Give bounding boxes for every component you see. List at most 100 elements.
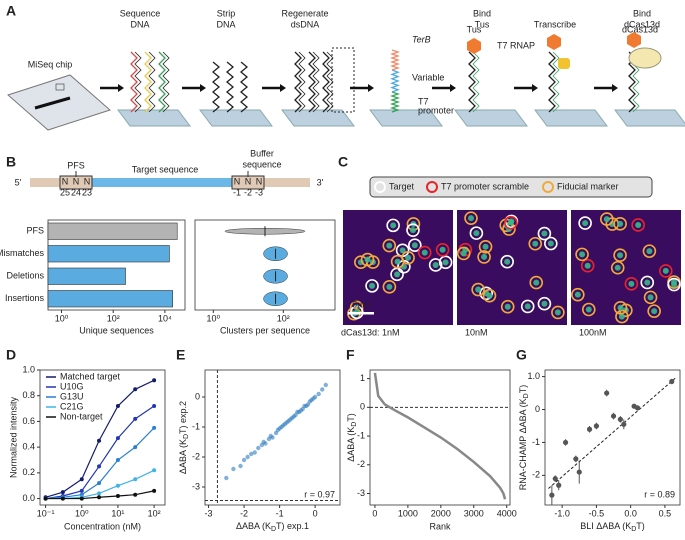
n-base: N	[62, 176, 69, 186]
n-base: N	[234, 176, 241, 186]
x-axis-label: Concentration (nM)	[64, 521, 141, 531]
step-label: dCas13d	[624, 19, 660, 29]
y-axis-label: ΔABA (KDT)	[346, 413, 357, 462]
dna-strand	[162, 51, 170, 113]
condition-label: dCas13d: 1nM	[341, 327, 400, 337]
marker-circle	[580, 258, 595, 273]
bar	[47, 245, 170, 263]
point	[238, 463, 243, 469]
y-tick-label: -1	[192, 421, 200, 431]
point	[133, 477, 138, 482]
label-part: D	[523, 393, 530, 398]
arrow-head	[450, 84, 456, 92]
spot	[582, 220, 589, 227]
label-part: T)	[346, 413, 356, 422]
x-tick-label: 0.5	[659, 508, 672, 518]
y-tick-label: 0.8	[22, 390, 35, 400]
marker-circle	[456, 246, 471, 261]
spot	[386, 283, 393, 290]
tus-protein	[547, 34, 561, 50]
spot	[584, 262, 591, 269]
point	[97, 464, 102, 469]
dna-strand	[468, 51, 476, 113]
marker-circle	[479, 286, 493, 301]
dcas13d	[628, 47, 662, 69]
spot	[411, 242, 418, 249]
marker-circle	[360, 252, 375, 267]
marker-circle	[417, 245, 432, 260]
y-tick-label: 0.6	[22, 416, 35, 426]
label-part: T) exp.2	[178, 401, 188, 434]
t7-label: promoter	[418, 105, 454, 115]
marker-circle	[438, 255, 453, 270]
spot	[364, 256, 371, 263]
marker-circle	[386, 218, 400, 233]
label-part: D	[351, 422, 358, 427]
marker-circle	[504, 215, 518, 230]
x-axis-label: Rank	[429, 521, 451, 531]
y-tick-label: 0.4	[22, 442, 35, 452]
variable-label: Variable	[412, 72, 444, 82]
step-label: dsDNA	[291, 19, 320, 29]
legend-label: U10G	[60, 381, 84, 391]
point	[241, 457, 247, 463]
category-label: PFS	[26, 226, 44, 236]
legend-label: T7 promoter scramble	[441, 181, 529, 191]
spot	[504, 303, 511, 310]
marker-circle	[365, 279, 379, 293]
spot	[617, 220, 624, 227]
dna-strand	[472, 51, 480, 113]
marker-circle	[382, 280, 397, 294]
dna-strand	[239, 61, 249, 113]
y-tick-label: -3	[192, 481, 200, 491]
step-label: DNA	[216, 19, 235, 29]
point	[79, 477, 84, 482]
n-base: N	[256, 176, 263, 186]
marker-circle	[500, 299, 515, 314]
point	[60, 490, 65, 495]
marker-circle	[382, 238, 397, 253]
marker-circle	[624, 277, 639, 291]
dna-strand	[158, 51, 166, 113]
spot	[554, 309, 561, 316]
y-tick-label: 1	[360, 373, 365, 383]
arrow-head	[368, 84, 374, 92]
point	[610, 413, 617, 419]
x-tick-label: -1	[276, 508, 284, 518]
chip-channel	[34, 96, 71, 110]
point	[248, 451, 254, 457]
point	[320, 387, 325, 392]
condition-label: 100nM	[579, 327, 607, 337]
marker-circle	[469, 226, 484, 240]
x-tick-label: 4000	[497, 508, 517, 518]
y-tick-label: -1	[532, 437, 540, 447]
spot	[409, 227, 416, 234]
spot	[390, 222, 397, 229]
marker-circle	[613, 248, 627, 263]
marker-circle	[610, 260, 625, 275]
spot	[635, 221, 642, 228]
dna-strand	[298, 51, 306, 113]
panel-label: A	[6, 3, 16, 19]
spot	[405, 254, 412, 261]
label-part: T)	[518, 385, 528, 394]
marker-circle	[615, 309, 629, 324]
point	[669, 378, 675, 385]
terb-label: TerB	[412, 34, 431, 44]
plot-frame	[39, 369, 166, 506]
spot	[617, 252, 624, 259]
legend-label: Fiducial marker	[557, 181, 619, 191]
marker-circle	[428, 258, 443, 272]
point	[593, 423, 599, 429]
plot-frame	[204, 369, 341, 506]
point	[604, 390, 610, 396]
x-tick-label: 10²	[107, 313, 120, 323]
dna-strand	[144, 51, 152, 113]
x-tick-label: 0.0	[624, 508, 637, 518]
panel-label: D	[6, 347, 16, 363]
n-base: N	[84, 176, 91, 186]
spot	[603, 216, 610, 223]
position: -3	[255, 187, 263, 197]
x-tick-label: -2	[240, 508, 248, 518]
